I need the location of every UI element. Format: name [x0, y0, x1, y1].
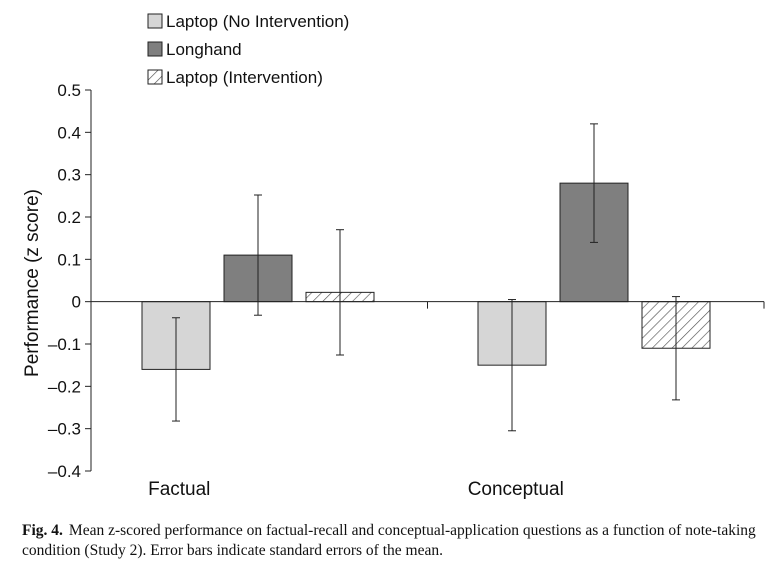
legend-swatch	[147, 13, 163, 29]
category-label: Conceptual	[468, 479, 564, 500]
y-tick-label: –0.3	[48, 420, 81, 439]
y-tick-label: 0.3	[57, 166, 81, 185]
y-tick-label: 0.4	[57, 123, 81, 142]
y-tick-label: 0.5	[57, 81, 81, 100]
y-tick-label: 0	[72, 293, 81, 312]
legend-label: Laptop (No Intervention)	[166, 12, 349, 31]
y-tick-label: –0.4	[48, 462, 81, 481]
figure-caption: Fig. 4. Mean z-scored performance on fact…	[22, 521, 772, 561]
y-tick-label: 0.1	[57, 250, 81, 269]
legend-swatch	[147, 41, 163, 57]
legend: Laptop (No Intervention) Longhand Laptop (…	[147, 12, 349, 87]
category-label: Factual	[148, 479, 210, 500]
legend-label: Longhand	[166, 40, 242, 59]
bars	[141, 123, 711, 432]
figure-number: Fig. 4.	[22, 522, 63, 539]
y-axis-title: Performance (z score)	[22, 189, 43, 377]
y-tick-label: 0.2	[57, 208, 81, 227]
legend-label: Laptop (Intervention)	[166, 68, 323, 87]
y-axis: 0.5 0.4 0.3 0.2 0.1 0 –0.1 –0.2 –0.3 –0.4	[48, 81, 92, 481]
y-tick-label: –0.1	[48, 335, 81, 354]
legend-swatch	[147, 69, 163, 85]
y-tick-label: –0.2	[48, 377, 81, 396]
x-axis: Factual Conceptual	[91, 301, 765, 500]
caption-text: Mean z-scored performance on factual-rec…	[22, 522, 756, 559]
